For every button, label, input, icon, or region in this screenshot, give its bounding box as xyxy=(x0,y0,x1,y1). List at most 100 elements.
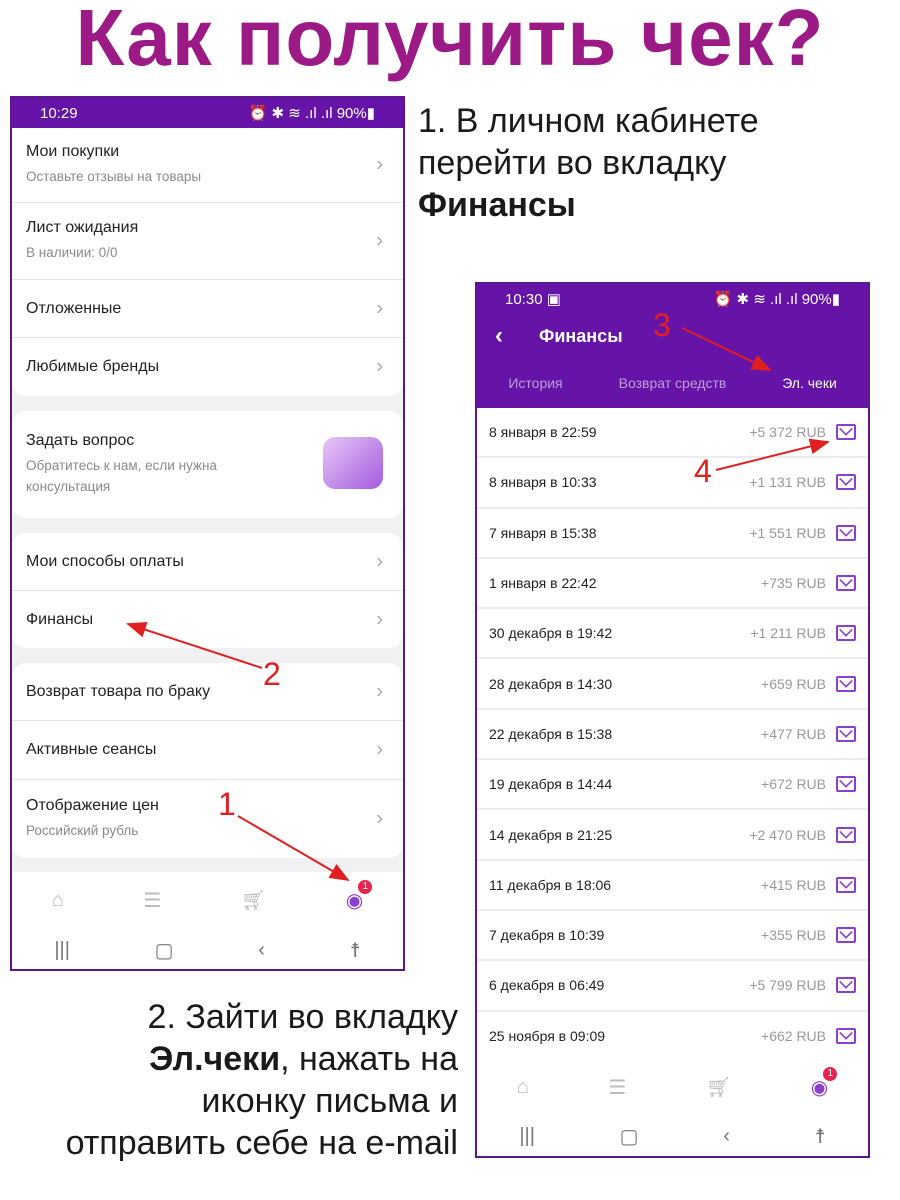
status-bar: 10:29 ⏰ ✱ ≋ .ıl .ıl 90%▮ xyxy=(12,98,403,128)
tab-e-receipts[interactable]: Эл. чеки xyxy=(751,358,868,408)
system-nav: ||| ▢ ‹ ☨ xyxy=(477,1114,868,1156)
receipt-row: 30 декабря в 19:42 +1 211 RUB xyxy=(477,609,868,660)
recent-apps-icon[interactable]: ||| xyxy=(519,1125,535,1147)
send-email-icon[interactable] xyxy=(836,977,856,994)
home-icon[interactable]: ⌂ xyxy=(516,1075,529,1098)
step2-num: 2. xyxy=(147,998,176,1036)
cart-icon[interactable]: 🛒︎ xyxy=(705,1076,732,1099)
send-email-icon[interactable] xyxy=(836,927,856,944)
catalog-search-icon[interactable]: ☰ xyxy=(143,889,162,912)
receipt-row: 28 декабря в 14:30 +659 RUB xyxy=(477,659,868,710)
send-email-icon[interactable] xyxy=(836,1027,856,1044)
send-email-icon[interactable] xyxy=(836,876,856,893)
menu-item-label: Мои покупки xyxy=(26,142,120,160)
chevron-right-icon: › xyxy=(376,153,383,176)
send-email-icon[interactable] xyxy=(836,826,856,843)
send-email-icon[interactable] xyxy=(836,675,856,692)
chevron-right-icon: › xyxy=(376,608,383,630)
menu-item[interactable]: Отложенные › xyxy=(12,280,403,338)
step1-text: 1. В личном кабинете перейти во вкладку … xyxy=(418,100,759,226)
home-button-icon[interactable]: ▢ xyxy=(154,940,174,962)
menu-item[interactable]: Отображение цен Российский рубль › xyxy=(12,780,403,858)
menu-item-label: Лист ожидания xyxy=(26,218,139,236)
menu-item[interactable]: Активные сеансы › xyxy=(12,721,403,780)
clock: 10:29 xyxy=(40,104,78,122)
receipt-row: 19 декабря в 14:44 +672 RUB xyxy=(477,760,868,811)
menu-item-subtitle: Оставьте отзывы на товары xyxy=(26,168,202,184)
menu-item[interactable]: Финансы › xyxy=(12,591,403,648)
receipt-amount: +5 372 RUB xyxy=(749,424,826,441)
home-button-icon[interactable]: ▢ xyxy=(619,1126,639,1148)
accessibility-icon[interactable]: ☨ xyxy=(349,940,361,962)
notification-badge: 1 xyxy=(823,1066,838,1081)
step2-line: Зайти во вкладку xyxy=(175,998,458,1036)
recent-apps-icon[interactable]: ||| xyxy=(54,939,70,961)
send-email-icon[interactable] xyxy=(836,725,856,742)
step1-bold: Финансы xyxy=(418,186,576,224)
step2-line: , нажать на xyxy=(280,1040,458,1078)
send-email-icon[interactable] xyxy=(836,776,856,793)
tab-refunds[interactable]: Возврат средств xyxy=(618,374,727,391)
chevron-right-icon: › xyxy=(376,680,383,702)
menu-item-label: Активные сеансы xyxy=(26,741,157,758)
receipt-date: 14 декабря в 21:25 xyxy=(489,826,613,843)
send-email-icon[interactable] xyxy=(836,625,856,642)
receipt-amount: +5 799 RUB xyxy=(749,977,826,994)
chevron-right-icon: › xyxy=(376,738,383,761)
cart-icon[interactable]: 🛒︎ xyxy=(240,889,267,912)
system-nav: ||| ▢ ‹ ☨ xyxy=(12,928,403,969)
phone-profile-screen: 10:29 ⏰ ✱ ≋ .ıl .ıl 90%▮ Мои покупки Остав… xyxy=(10,96,405,971)
chevron-right-icon: › xyxy=(376,229,383,252)
profile-icon[interactable]: ◉ 1 xyxy=(346,879,373,913)
receipt-date: 25 ноября в 09:09 xyxy=(489,1027,606,1044)
catalog-search-icon[interactable]: ☰ xyxy=(608,1076,627,1099)
back-arrow-icon[interactable]: ‹ xyxy=(495,322,503,349)
bottom-nav: ⌂ ☰ 🛒︎ ◉ 1 xyxy=(477,1059,868,1115)
receipt-amount: +1 211 RUB xyxy=(750,625,826,642)
send-email-icon[interactable] xyxy=(836,575,856,592)
receipt-row: 11 декабря в 18:06 +415 RUB xyxy=(477,860,868,911)
menu-item-label: Отображение цен xyxy=(26,796,159,814)
profile-icon[interactable]: ◉ 1 xyxy=(811,1066,838,1100)
receipt-amount: +672 RUB xyxy=(761,776,826,793)
menu-item[interactable]: Задать вопрос Обратитесь к нам, если нужн… xyxy=(12,411,403,518)
menu-item[interactable]: Мои покупки Оставьте отзывы на товары › xyxy=(12,128,403,203)
receipt-date: 8 января в 10:33 xyxy=(489,474,597,491)
menu-item[interactable]: Лист ожидания В наличии: 0/0 › xyxy=(12,203,403,280)
back-icon[interactable]: ‹ xyxy=(723,1125,730,1147)
step2-line: иконку письма и xyxy=(201,1082,458,1120)
chevron-right-icon: › xyxy=(376,297,383,319)
menu-item[interactable]: Любимые бренды › xyxy=(12,338,403,396)
send-email-icon[interactable] xyxy=(836,424,856,441)
receipt-date: 7 января в 15:38 xyxy=(489,524,597,541)
menu-item[interactable]: Возврат товара по браку › xyxy=(12,663,403,721)
menu-item-label: Отложенные xyxy=(26,299,122,317)
tab-bar: История Возврат средств Эл. чеки xyxy=(477,358,868,408)
status-bar: 10:30 ▣ ⏰ ✱ ≋ .ıl .ıl 90%▮ xyxy=(477,284,868,314)
receipt-row: 1 января в 22:42 +735 RUB xyxy=(477,558,868,610)
receipt-amount: +2 470 RUB xyxy=(749,826,826,843)
menu-item-label: Любимые бренды xyxy=(26,358,160,375)
chevron-right-icon: › xyxy=(376,807,383,830)
back-icon[interactable]: ‹ xyxy=(258,939,265,961)
menu-item[interactable]: Мои способы оплаты › xyxy=(12,533,403,591)
receipt-row: 6 декабря в 06:49 +5 799 RUB xyxy=(477,961,868,1012)
step1-line: перейти во вкладку xyxy=(418,144,727,182)
receipt-row: 7 января в 15:38 +1 551 RUB xyxy=(477,508,868,559)
menu-item-label: Финансы xyxy=(26,610,94,628)
receipt-row: 8 января в 22:59 +5 372 RUB xyxy=(477,408,868,459)
accessibility-icon[interactable]: ☨ xyxy=(814,1126,826,1148)
menu-card: Мои способы оплаты › Финансы › xyxy=(12,533,403,648)
chat-bubbles-icon xyxy=(323,437,383,489)
clock: 10:30 xyxy=(505,291,543,308)
tab-history[interactable]: История xyxy=(508,374,563,391)
send-email-icon[interactable] xyxy=(836,524,856,541)
receipt-row: 25 ноября в 09:09 +662 RUB xyxy=(477,1011,868,1062)
receipt-row: 8 января в 10:33 +1 131 RUB xyxy=(477,458,868,509)
send-email-icon[interactable] xyxy=(836,474,856,491)
home-icon[interactable]: ⌂ xyxy=(51,888,64,911)
screen-title: Финансы xyxy=(539,325,623,346)
menu-item-subtitle: Обратитесь к нам, если нужна консультаци… xyxy=(26,458,217,494)
step2-line: отправить себе на e-mail xyxy=(65,1124,458,1162)
phone-finance-screen: 10:30 ▣ ⏰ ✱ ≋ .ıl .ıl 90%▮ ‹ Финансы Истор… xyxy=(475,282,870,1158)
